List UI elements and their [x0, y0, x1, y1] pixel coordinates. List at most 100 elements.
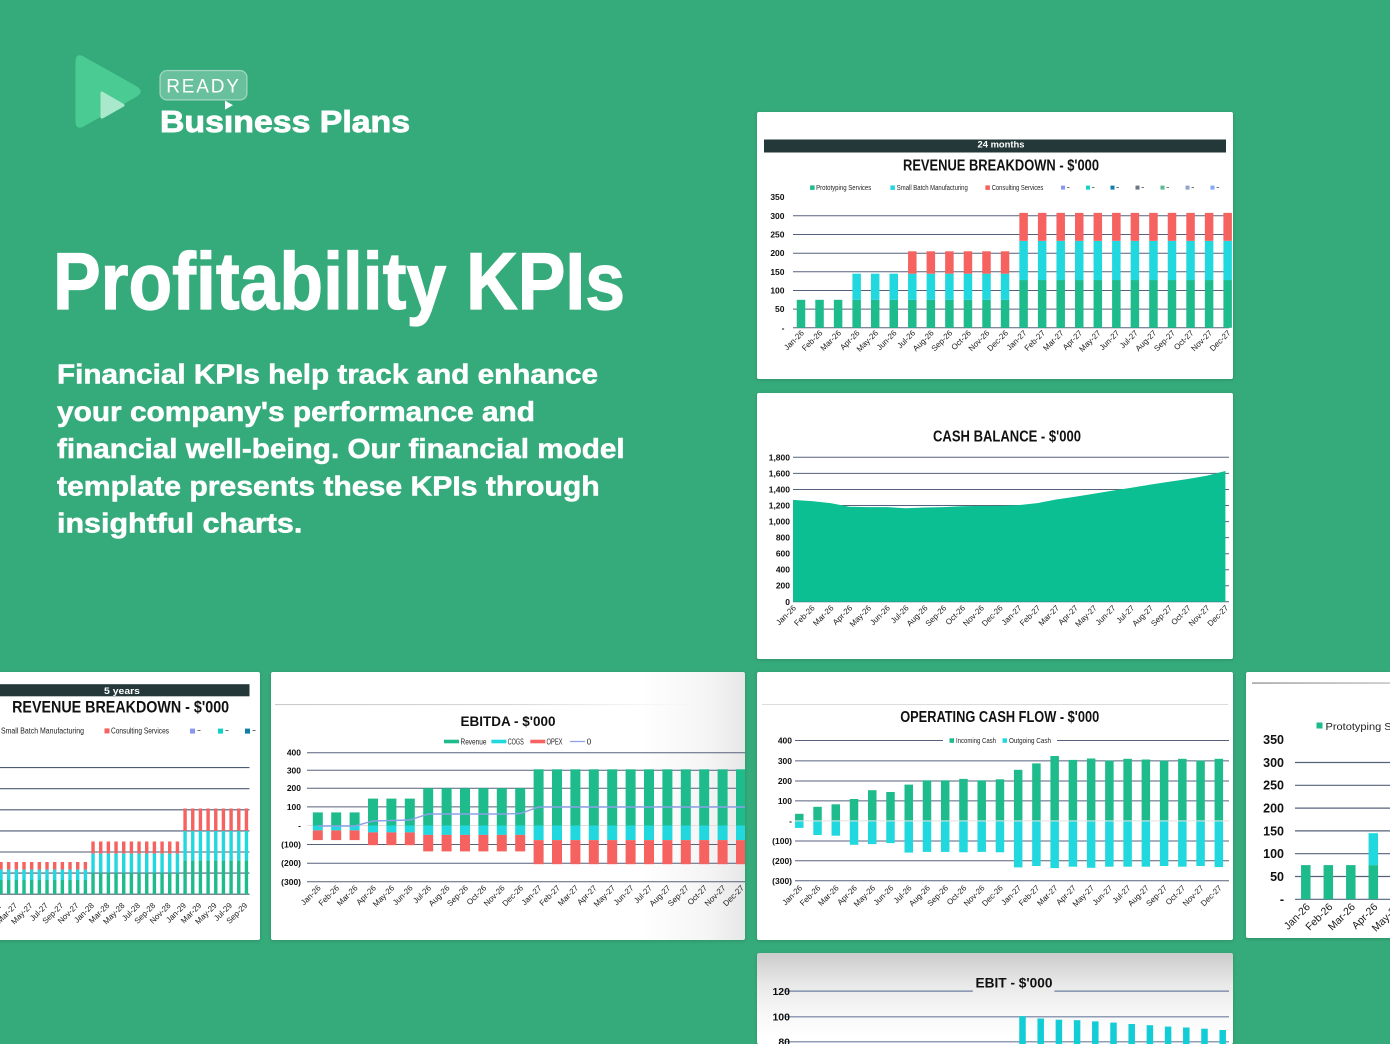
svg-text:Mar-26: Mar-26 [335, 883, 360, 908]
svg-text:May-27: May-27 [1073, 603, 1099, 629]
svg-text:-: - [782, 323, 785, 333]
svg-text:-: - [1280, 893, 1284, 907]
svg-text:150: 150 [770, 267, 784, 277]
svg-text:CASH BALANCE - $'000: CASH BALANCE - $'000 [933, 428, 1081, 445]
svg-text:(300): (300) [772, 876, 792, 886]
svg-text:financial well-being. Our fina: financial well-being. Our financial mode… [57, 433, 625, 464]
svg-text:400: 400 [778, 736, 792, 746]
svg-text:24 months: 24 months [978, 139, 1025, 149]
svg-text:100: 100 [778, 796, 792, 806]
svg-text:(200): (200) [281, 858, 301, 868]
svg-text:Sep-27: Sep-27 [1152, 328, 1177, 353]
svg-text:100: 100 [287, 802, 301, 812]
svg-text:50: 50 [1270, 870, 1284, 884]
svg-text:300: 300 [287, 765, 301, 775]
svg-text:120: 120 [772, 985, 790, 997]
svg-text:Sep-26: Sep-26 [924, 603, 949, 628]
svg-text:5 years: 5 years [104, 686, 140, 697]
svg-text:Mar-26: Mar-26 [811, 603, 836, 628]
svg-text:Dec-27: Dec-27 [721, 883, 745, 908]
svg-text:Jun-27: Jun-27 [1098, 328, 1122, 352]
svg-text:Sep-27: Sep-27 [1149, 603, 1174, 628]
svg-text:REVENUE BREAKDOWN - $'000: REVENUE BREAKDOWN - $'000 [903, 158, 1099, 175]
svg-text:150: 150 [1263, 824, 1284, 838]
svg-text:Dec-26: Dec-26 [985, 328, 1010, 353]
svg-text:400: 400 [287, 748, 301, 758]
svg-text:Consulting Services: Consulting Services [992, 185, 1044, 192]
svg-text:Small Batch Manufacturing: Small Batch Manufacturing [897, 185, 968, 192]
svg-text:Financial KPIs help track and: Financial KPIs help track and enhance [57, 359, 598, 390]
svg-text:Jun-26: Jun-26 [868, 603, 892, 627]
svg-text:1,200: 1,200 [769, 500, 791, 510]
svg-text:Dec-26: Dec-26 [501, 883, 526, 908]
svg-text:OPERATING CASH FLOW - $'000: OPERATING CASH FLOW - $'000 [900, 709, 1099, 726]
svg-text:EBITDA - $'000: EBITDA - $'000 [461, 713, 556, 729]
svg-text:REVENUE BREAKDOWN - $'000: REVENUE BREAKDOWN - $'000 [12, 697, 229, 716]
svg-text:insightful charts.: insightful charts. [57, 508, 302, 539]
svg-text:Jun-26: Jun-26 [875, 328, 899, 352]
svg-text:1,400: 1,400 [769, 484, 791, 494]
svg-text:400: 400 [776, 564, 790, 574]
svg-text:50: 50 [775, 304, 785, 314]
svg-text:300: 300 [1263, 756, 1284, 770]
svg-text:Jun-27: Jun-27 [612, 883, 636, 907]
svg-text:Sep-26: Sep-26 [445, 883, 470, 908]
svg-text:100: 100 [770, 286, 784, 296]
svg-text:Prototyping Services: Prototyping Services [1326, 721, 1390, 733]
svg-text:1,000: 1,000 [769, 516, 791, 526]
svg-text:Profitability KPIs: Profitability KPIs [53, 237, 625, 327]
svg-text:Consulting Services: Consulting Services [111, 726, 169, 735]
svg-text:Dec-27: Dec-27 [1208, 328, 1233, 353]
svg-text:Mar-26: Mar-26 [816, 883, 841, 908]
svg-text:Small Batch Manufacturing: Small Batch Manufacturing [1, 726, 84, 735]
svg-text:80: 80 [778, 1036, 790, 1044]
svg-text:200: 200 [770, 248, 784, 258]
svg-text:EBIT - $'000: EBIT - $'000 [976, 974, 1053, 990]
svg-text:Sep-27: Sep-27 [1144, 883, 1169, 908]
svg-text:200: 200 [778, 776, 792, 786]
svg-text:Incoming Cash: Incoming Cash [956, 738, 996, 745]
svg-text:Jun-26: Jun-26 [872, 883, 896, 907]
svg-text:Jun-27: Jun-27 [1094, 603, 1118, 627]
svg-text:200: 200 [776, 580, 790, 590]
svg-text:-: - [789, 816, 792, 826]
svg-text:OPEX: OPEX [547, 737, 563, 746]
svg-text:600: 600 [776, 548, 790, 558]
svg-text:100: 100 [772, 1011, 790, 1023]
svg-text:Mar-27: Mar-27 [556, 883, 581, 908]
svg-text:0: 0 [587, 737, 592, 746]
svg-text:(300): (300) [281, 877, 301, 887]
svg-text:template presents these KPIs t: template presents these KPIs through [57, 470, 600, 501]
svg-text:Mar-26: Mar-26 [819, 328, 844, 353]
svg-text:Sep-26: Sep-26 [926, 883, 951, 908]
svg-text:250: 250 [1263, 779, 1284, 793]
svg-text:350: 350 [770, 192, 784, 202]
svg-text:Sep-26: Sep-26 [930, 328, 955, 353]
svg-text:Outgoing Cash: Outgoing Cash [1009, 738, 1051, 745]
svg-text:Prototyping Services: Prototyping Services [816, 185, 872, 192]
svg-text:Jun-27: Jun-27 [1091, 883, 1115, 907]
svg-text:Dec-26: Dec-26 [980, 883, 1005, 908]
svg-text:May-27: May-27 [1077, 328, 1103, 354]
svg-text:(100): (100) [772, 836, 792, 846]
svg-text:(200): (200) [772, 856, 792, 866]
svg-text:May-26: May-26 [848, 603, 874, 629]
svg-text:300: 300 [770, 211, 784, 221]
svg-text:1,800: 1,800 [769, 452, 791, 462]
svg-text:350: 350 [1263, 733, 1284, 747]
svg-text:COGS: COGS [508, 737, 524, 746]
svg-text:Jun-26: Jun-26 [391, 883, 415, 907]
svg-text:Mar-27: Mar-27 [1035, 883, 1060, 908]
svg-text:(100): (100) [281, 840, 301, 850]
svg-text:200: 200 [1263, 802, 1284, 816]
svg-text:300: 300 [778, 756, 792, 766]
svg-text:May-26: May-26 [855, 328, 881, 354]
svg-text:Dec-26: Dec-26 [980, 603, 1005, 628]
svg-text:Dec-27: Dec-27 [1199, 883, 1224, 908]
svg-text:800: 800 [776, 532, 790, 542]
svg-text:your company's performance and: your company's performance and [57, 396, 535, 427]
svg-text:Mar-27: Mar-27 [1037, 603, 1062, 628]
svg-text:250: 250 [770, 230, 784, 240]
svg-text:Dec-27: Dec-27 [1206, 603, 1231, 628]
svg-text:200: 200 [287, 783, 301, 793]
